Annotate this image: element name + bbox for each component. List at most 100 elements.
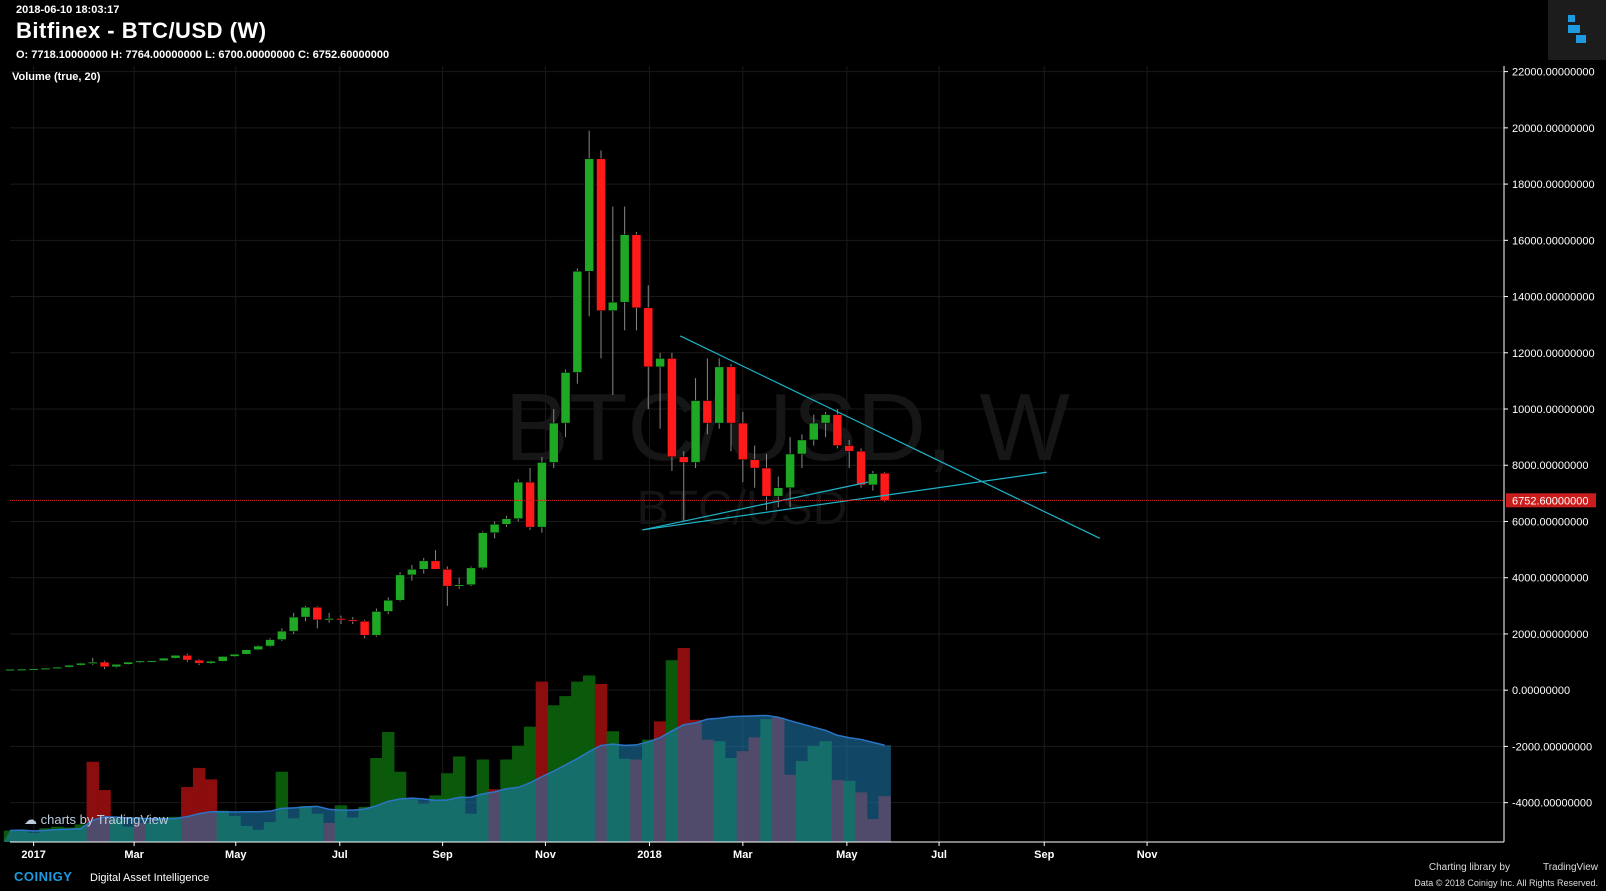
candle-up [300,606,311,618]
candle-down [596,158,606,311]
charting-credit: Charting library by [1428,862,1510,873]
x-tick-label: Sep [433,849,453,861]
candle-up [466,567,476,585]
candle-up [395,574,405,601]
candle-down [667,358,677,458]
candle-up [690,400,701,463]
candle-up [277,630,287,640]
candle-up [489,524,500,533]
candle-up [265,639,275,647]
candle-up [135,660,145,663]
candle-down [99,661,110,668]
logo-button[interactable] [1548,0,1606,60]
candle-up [111,664,122,668]
x-tick-label: 2018 [637,849,661,861]
candle-up [17,668,27,671]
candle-up [87,661,98,664]
tradingview-badge[interactable]: ☁ charts by TradingView [24,812,168,828]
x-tick-label: Sep [1034,849,1054,861]
x-tick-label: Jul [332,849,348,861]
x-tick-label: Nov [1137,849,1159,861]
candle-up [454,584,464,587]
candle-down [678,456,689,463]
candle-up [229,653,240,657]
candle-up [206,660,216,664]
candle-down [348,619,358,622]
candle-down [194,659,204,664]
candle-up [64,664,74,668]
candle-up [324,618,334,621]
y-tick-label: 2000.00000000 [1512,629,1588,641]
y-tick-label: 6000.00000000 [1512,516,1588,528]
tv-badge-label: charts by TradingView [40,812,169,827]
candle-up [40,667,51,670]
candle-down [336,618,346,621]
data-copyright: Data © 2018 Coinigy Inc. All Rights Rese… [1414,878,1598,888]
candle-up [76,662,86,666]
y-tick-label: 22000.00000000 [1512,67,1595,79]
candle-up [548,422,559,463]
candle-up [170,655,181,659]
candle-up [584,158,594,272]
volume-legend[interactable]: Volume (true, 20) [12,71,101,83]
y-tick-label: 16000.00000000 [1512,235,1595,247]
y-tick-label: -2000.00000000 [1512,741,1592,753]
volume-ma-line [9,714,885,832]
candle-down [643,307,654,368]
candle-down [761,467,772,497]
candle-down [844,445,854,452]
ohlc-readout: O: 7718.10000000 H: 7764.00000000 L: 670… [16,49,390,61]
candle-up [478,532,488,569]
page-title: Bitfinex - BTC/USD (W) [16,18,267,43]
candle-up [52,666,63,669]
candle-up [241,649,252,655]
x-tick-label: Nov [535,849,557,861]
candle-up [820,414,831,424]
x-tick-label: May [836,849,858,861]
candle-up [809,422,819,441]
candle-up [218,656,228,662]
x-tick-label: Mar [733,849,753,861]
tagline: Digital Asset Intelligence [90,872,210,884]
candle-up [537,462,547,528]
candle-up [560,372,571,424]
candle-up [714,366,724,424]
x-tick-label: 2017 [21,849,45,861]
candle-up [288,616,299,632]
candle-down [832,414,843,446]
candle-up [5,668,15,671]
candle-up [797,439,807,455]
y-tick-label: 8000.00000000 [1512,460,1588,472]
candle-up [147,660,157,663]
candle-down [312,606,323,621]
candle-down [702,400,713,424]
tradingview-credit[interactable]: TradingView [1542,862,1598,873]
candle-down [430,560,441,570]
last-price-badge [1506,493,1596,508]
y-tick-label: 18000.00000000 [1512,179,1595,191]
candle-up [253,645,263,650]
y-tick-label: 4000.00000000 [1512,573,1588,585]
candle-up [501,518,512,525]
x-tick-label: Mar [124,849,144,861]
candle-up [158,657,169,661]
candle-down [442,569,453,587]
timestamp: 2018-06-10 18:03:17 [16,4,120,16]
volume-ma-area [3,715,891,842]
y-tick-label: 0.00000000 [1512,685,1570,697]
y-tick-label: -4000.00000000 [1512,798,1592,810]
candle-up [383,599,393,612]
candle-down [856,450,866,486]
brand-logo: COINIGY [14,869,73,884]
x-tick-label: Jul [931,849,947,861]
candle-up [655,358,665,368]
candle-down [749,459,760,469]
trendline [679,335,1101,539]
candle-down [359,621,370,636]
candle-up [28,668,39,671]
candle-up [785,453,795,488]
last-price-label: 6752.60000000 [1512,495,1588,507]
candle-down [182,655,193,661]
y-tick-label: 12000.00000000 [1512,348,1595,360]
